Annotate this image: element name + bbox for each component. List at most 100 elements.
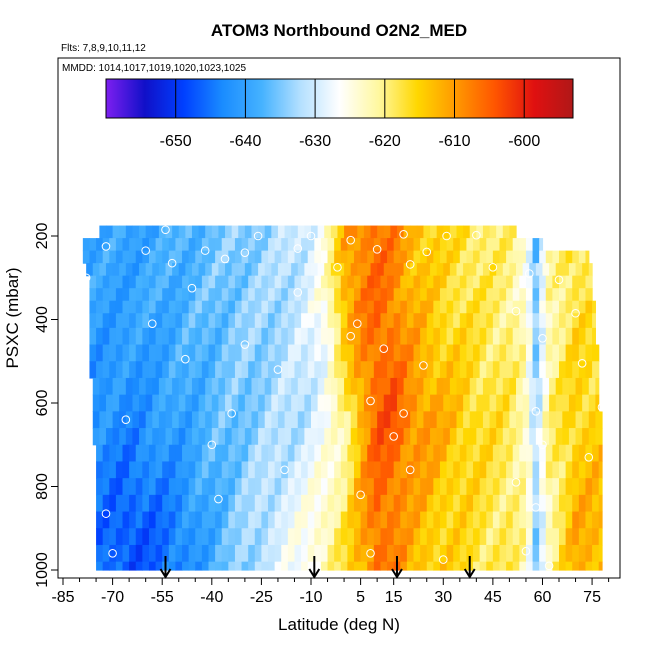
heatmap-cell	[148, 238, 157, 252]
heatmap-cell	[512, 361, 520, 379]
heatmap-cell	[330, 428, 339, 446]
heatmap-cell	[433, 275, 441, 289]
heatmap-cell	[320, 511, 329, 529]
heatmap-cell	[436, 428, 444, 446]
flight-arrow	[463, 556, 476, 579]
heatmap-cell	[413, 561, 421, 571]
heatmap-cell	[96, 494, 104, 513]
heatmap-cell	[545, 511, 553, 529]
heatmap-cell	[122, 327, 130, 346]
heatmap-cell	[439, 300, 448, 314]
heatmap-cell	[433, 361, 441, 379]
heatmap-cell	[215, 478, 223, 496]
heatmap-cell	[439, 544, 448, 563]
heatmap-cell	[353, 288, 362, 302]
heatmap-cell	[492, 344, 501, 362]
heatmap-cell	[102, 361, 110, 379]
heatmap-cell	[545, 344, 553, 362]
heatmap-cell	[360, 288, 368, 302]
heatmap-cell	[393, 511, 401, 529]
heatmap-cell	[456, 377, 464, 396]
heatmap-cell	[545, 275, 553, 289]
heatmap-cell	[400, 344, 408, 362]
heatmap-cell	[274, 275, 282, 289]
heatmap-cell	[155, 313, 163, 329]
heatmap-cell	[572, 461, 580, 479]
heatmap-cell	[519, 494, 527, 513]
heatmap-cell	[208, 361, 216, 379]
heatmap-cell	[221, 300, 229, 314]
heatmap-cell	[254, 344, 263, 362]
heatmap-cell	[416, 411, 425, 429]
heatmap-cell	[512, 494, 520, 513]
heatmap-cell	[102, 511, 110, 529]
heatmap-cell	[453, 561, 461, 571]
heatmap-cell	[423, 377, 431, 396]
heatmap-cell	[218, 263, 226, 277]
heatmap-cell	[367, 511, 375, 529]
heatmap-cell	[592, 478, 600, 496]
heatmap-cell	[115, 250, 124, 264]
heatmap-cell	[519, 288, 527, 302]
heatmap-cell	[168, 444, 177, 463]
heatmap-cell	[168, 511, 177, 529]
heatmap-cell	[248, 528, 256, 546]
heatmap-cell	[552, 250, 560, 264]
heatmap-cell	[175, 300, 183, 314]
heatmap-cell	[492, 561, 501, 571]
heatmap-cell	[532, 288, 540, 302]
heatmap-cell	[162, 511, 170, 529]
heatmap-cell	[165, 394, 173, 412]
heatmap-cell	[139, 394, 147, 412]
heatmap-cell	[281, 300, 289, 314]
heatmap-cell	[400, 461, 408, 479]
heatmap-cell	[479, 250, 487, 264]
heatmap-cell	[268, 238, 276, 252]
heatmap-cell	[545, 300, 553, 314]
heatmap-cell	[96, 344, 104, 362]
heatmap-cell	[443, 263, 451, 277]
heatmap-cell	[327, 288, 335, 302]
heatmap-cell	[294, 544, 302, 563]
heatmap-cell	[248, 511, 256, 529]
heatmap-cell	[241, 313, 249, 329]
heatmap-cell	[393, 313, 401, 329]
heatmap-cell	[502, 377, 511, 396]
heatmap-cell	[268, 250, 276, 264]
heatmap-cell	[387, 275, 395, 289]
heatmap-cell	[486, 250, 494, 264]
heatmap-cell	[195, 494, 203, 513]
heatmap-cell	[268, 544, 276, 563]
heatmap-cell	[238, 411, 246, 429]
heatmap-cell	[320, 250, 329, 264]
heatmap-cell	[585, 288, 593, 302]
heatmap-cell	[182, 250, 190, 264]
heatmap-cell	[463, 377, 471, 396]
heatmap-cell	[294, 478, 302, 496]
heatmap-cell	[439, 275, 448, 289]
heatmap-cell	[320, 544, 329, 563]
heatmap-cell	[254, 511, 263, 529]
heatmap-cell	[380, 544, 388, 563]
heatmap-cell	[281, 250, 289, 264]
heatmap-cell	[89, 327, 97, 346]
x-tick-label: -85	[51, 589, 74, 606]
heatmap-cell	[215, 250, 223, 264]
heatmap-cell	[449, 263, 458, 277]
heatmap-cell	[317, 411, 325, 429]
heatmap-cell	[314, 444, 322, 463]
heatmap-cell	[234, 327, 243, 346]
sample-point	[273, 365, 283, 374]
colorbar	[105, 78, 574, 119]
sample-point	[399, 230, 408, 239]
heatmap-cell	[499, 478, 507, 496]
heatmap-cell	[350, 411, 358, 429]
heatmap-cell	[102, 327, 110, 346]
heatmap-cell	[466, 461, 474, 479]
heatmap-cell	[393, 275, 401, 289]
heatmap-cell	[92, 411, 100, 429]
heatmap-cell	[568, 411, 577, 429]
heatmap-cell	[340, 275, 348, 289]
heatmap-cell	[353, 461, 362, 479]
heatmap-cell	[539, 300, 547, 314]
